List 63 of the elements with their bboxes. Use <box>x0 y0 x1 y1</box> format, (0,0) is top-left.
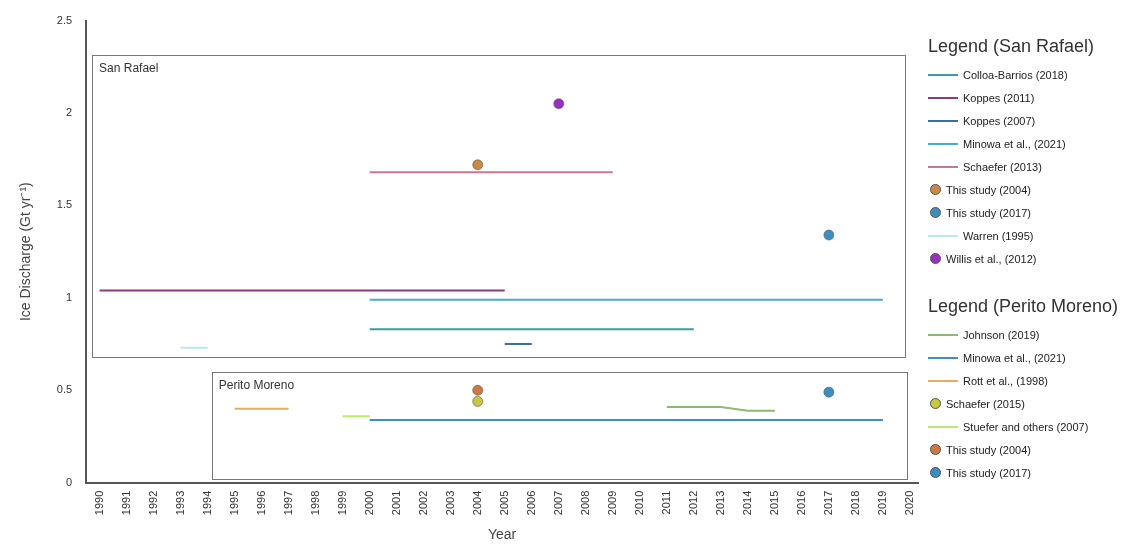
legend-label: This study (2017) <box>946 206 1031 219</box>
x-tick-label: 2020 <box>902 490 915 516</box>
y-tick-label: 0 <box>65 475 73 488</box>
legend-label: Johnson (2019) <box>963 328 1040 341</box>
x-tick-label: 2017 <box>821 490 834 516</box>
x-tick-label: 2014 <box>740 490 753 516</box>
x-tick-label: 2018 <box>848 490 861 516</box>
legend-title: Legend (Perito Moreno) <box>928 296 1119 317</box>
legend-label: Rott et al., (1998) <box>963 374 1048 387</box>
y-tick-label: 2 <box>65 106 73 119</box>
legend-label: Schaefer (2015) <box>946 397 1025 410</box>
y-tick-label: 2.5 <box>56 13 73 26</box>
x-tick-label: 2009 <box>605 490 618 516</box>
x-tick-label: 2008 <box>578 490 591 516</box>
legend-label: Minowa et al., (2021) <box>963 351 1066 364</box>
x-tick-label: 1992 <box>146 490 159 516</box>
x-tick-label: 2010 <box>632 490 645 516</box>
x-tick-label: 1997 <box>281 490 294 516</box>
x-tick-label: 1990 <box>92 490 105 516</box>
x-tick-label: 2007 <box>551 490 564 516</box>
legend-label: Koppes (2011) <box>963 91 1035 104</box>
x-tick-label: 2016 <box>794 490 807 516</box>
legend-label: Stuefer and others (2007) <box>963 420 1089 433</box>
y-tick-label: 1.5 <box>56 198 73 211</box>
y-tick-label: 1 <box>65 290 73 303</box>
legend-label: This study (2004) <box>946 183 1031 196</box>
x-tick-label: 1995 <box>227 490 240 516</box>
point <box>472 159 484 171</box>
legend-label: This study (2004) <box>946 443 1031 456</box>
legend-label: Warren (1995) <box>963 229 1034 242</box>
y-tick-label: 0.5 <box>56 383 73 396</box>
legend-label: Colloa-Barrios (2018) <box>963 68 1068 81</box>
x-tick-label: 2011 <box>659 490 672 515</box>
x-tick-label: 2004 <box>470 490 483 516</box>
x-tick-label: 1996 <box>254 490 267 516</box>
x-tick-label: 2005 <box>497 490 510 516</box>
x-tick-label: 2003 <box>443 490 456 516</box>
x-tick-label: 2019 <box>875 490 888 516</box>
x-tick-label: 2002 <box>416 490 429 516</box>
panel-frame: Perito Moreno <box>211 371 908 480</box>
x-tick-label: 1994 <box>200 490 213 516</box>
legend-label: Schaefer (2013) <box>963 160 1042 173</box>
legend-label: Minowa et al., (2021) <box>963 137 1066 150</box>
legend-label: This study (2017) <box>946 466 1031 479</box>
legend-title: Legend (San Rafael) <box>928 36 1095 57</box>
x-axis-title: Year <box>487 526 517 543</box>
x-tick-label: 1999 <box>335 490 348 516</box>
x-tick-label: 2000 <box>362 490 375 516</box>
x-tick-label: 1993 <box>173 490 186 516</box>
y-axis-title: Ice Discharge (Gt yr⁻¹) <box>17 182 34 322</box>
x-tick-label: 2006 <box>524 490 537 516</box>
x-tick-label: 1991 <box>119 490 132 516</box>
point <box>553 98 565 110</box>
x-tick-label: 2012 <box>686 490 699 516</box>
x-tick-label: 2013 <box>713 490 726 516</box>
legend-label: Willis et al., (2012) <box>946 252 1037 265</box>
x-tick-label: 1998 <box>308 490 321 516</box>
text: San Rafael <box>99 61 159 76</box>
x-tick-label: 2015 <box>767 490 780 516</box>
x-tick-label: 2001 <box>389 490 402 516</box>
legend-label: Koppes (2007) <box>963 114 1036 127</box>
point <box>823 229 835 241</box>
panel-frame: San Rafael <box>92 55 906 359</box>
